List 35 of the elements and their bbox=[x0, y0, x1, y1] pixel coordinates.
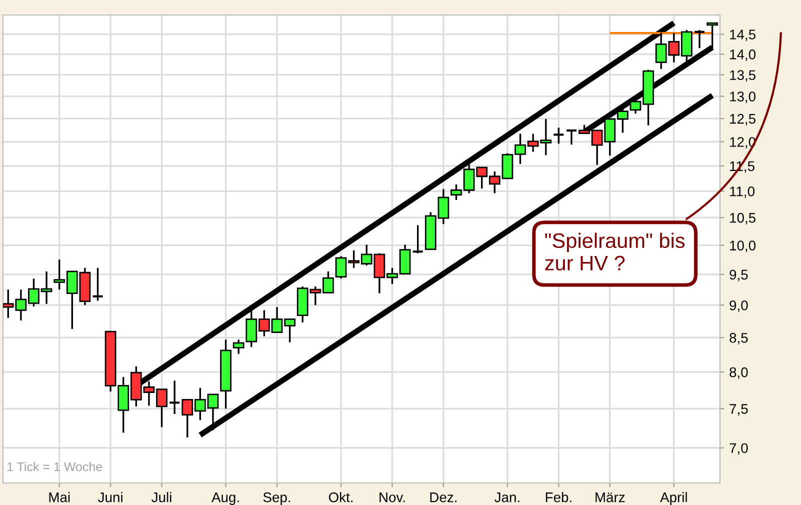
y-tick-label: 7,0 bbox=[730, 443, 748, 455]
x-tick-label: Aug. bbox=[212, 492, 239, 505]
x-tick-label: April bbox=[660, 492, 687, 505]
x-tick-label: Feb. bbox=[546, 492, 572, 502]
x-tick-label: Juni bbox=[98, 492, 122, 502]
candlestick bbox=[552, 126, 565, 144]
y-tick-label: 10,5 bbox=[730, 212, 756, 224]
y-tick-label: 14,5 bbox=[730, 30, 756, 42]
candlestick bbox=[412, 224, 424, 254]
x-tick-label: Sep. bbox=[263, 492, 290, 505]
x-tick-label: Nov. bbox=[380, 492, 405, 502]
x-tick-label: Juli bbox=[152, 492, 172, 502]
annotation: "Spielraum" bis zur HV ? bbox=[545, 232, 685, 270]
y-tick-label: 8,0 bbox=[730, 367, 748, 379]
x-tick-label: Okt. bbox=[328, 492, 352, 502]
y-tick-label: 9,5 bbox=[730, 270, 748, 282]
candlestick bbox=[693, 29, 706, 49]
candlestick bbox=[565, 129, 578, 146]
candlestick bbox=[232, 338, 244, 355]
y-tick-label: 12,5 bbox=[730, 114, 756, 126]
x-tick-label: Dez. bbox=[430, 492, 456, 502]
y-tick-label: 11,0 bbox=[730, 186, 754, 198]
y-tick-label: 10,0 bbox=[730, 240, 756, 252]
x-tick-label: Jan. bbox=[494, 492, 520, 502]
candlestick bbox=[168, 380, 181, 415]
y-tick-label: 8,5 bbox=[730, 332, 748, 344]
candlestick bbox=[92, 267, 104, 302]
annotation: 1 Tick = 1 Woche bbox=[8, 462, 102, 472]
y-tick-label: 14,0 bbox=[730, 50, 756, 61]
y-tick-label: 13,5 bbox=[730, 70, 756, 82]
x-tick-label: März bbox=[596, 492, 625, 502]
y-tick-label: 9,0 bbox=[730, 300, 748, 312]
y-tick-label: 13,0 bbox=[730, 92, 756, 104]
y-tick-label: 7,5 bbox=[730, 404, 748, 416]
x-tick-label: Mai bbox=[49, 492, 70, 502]
